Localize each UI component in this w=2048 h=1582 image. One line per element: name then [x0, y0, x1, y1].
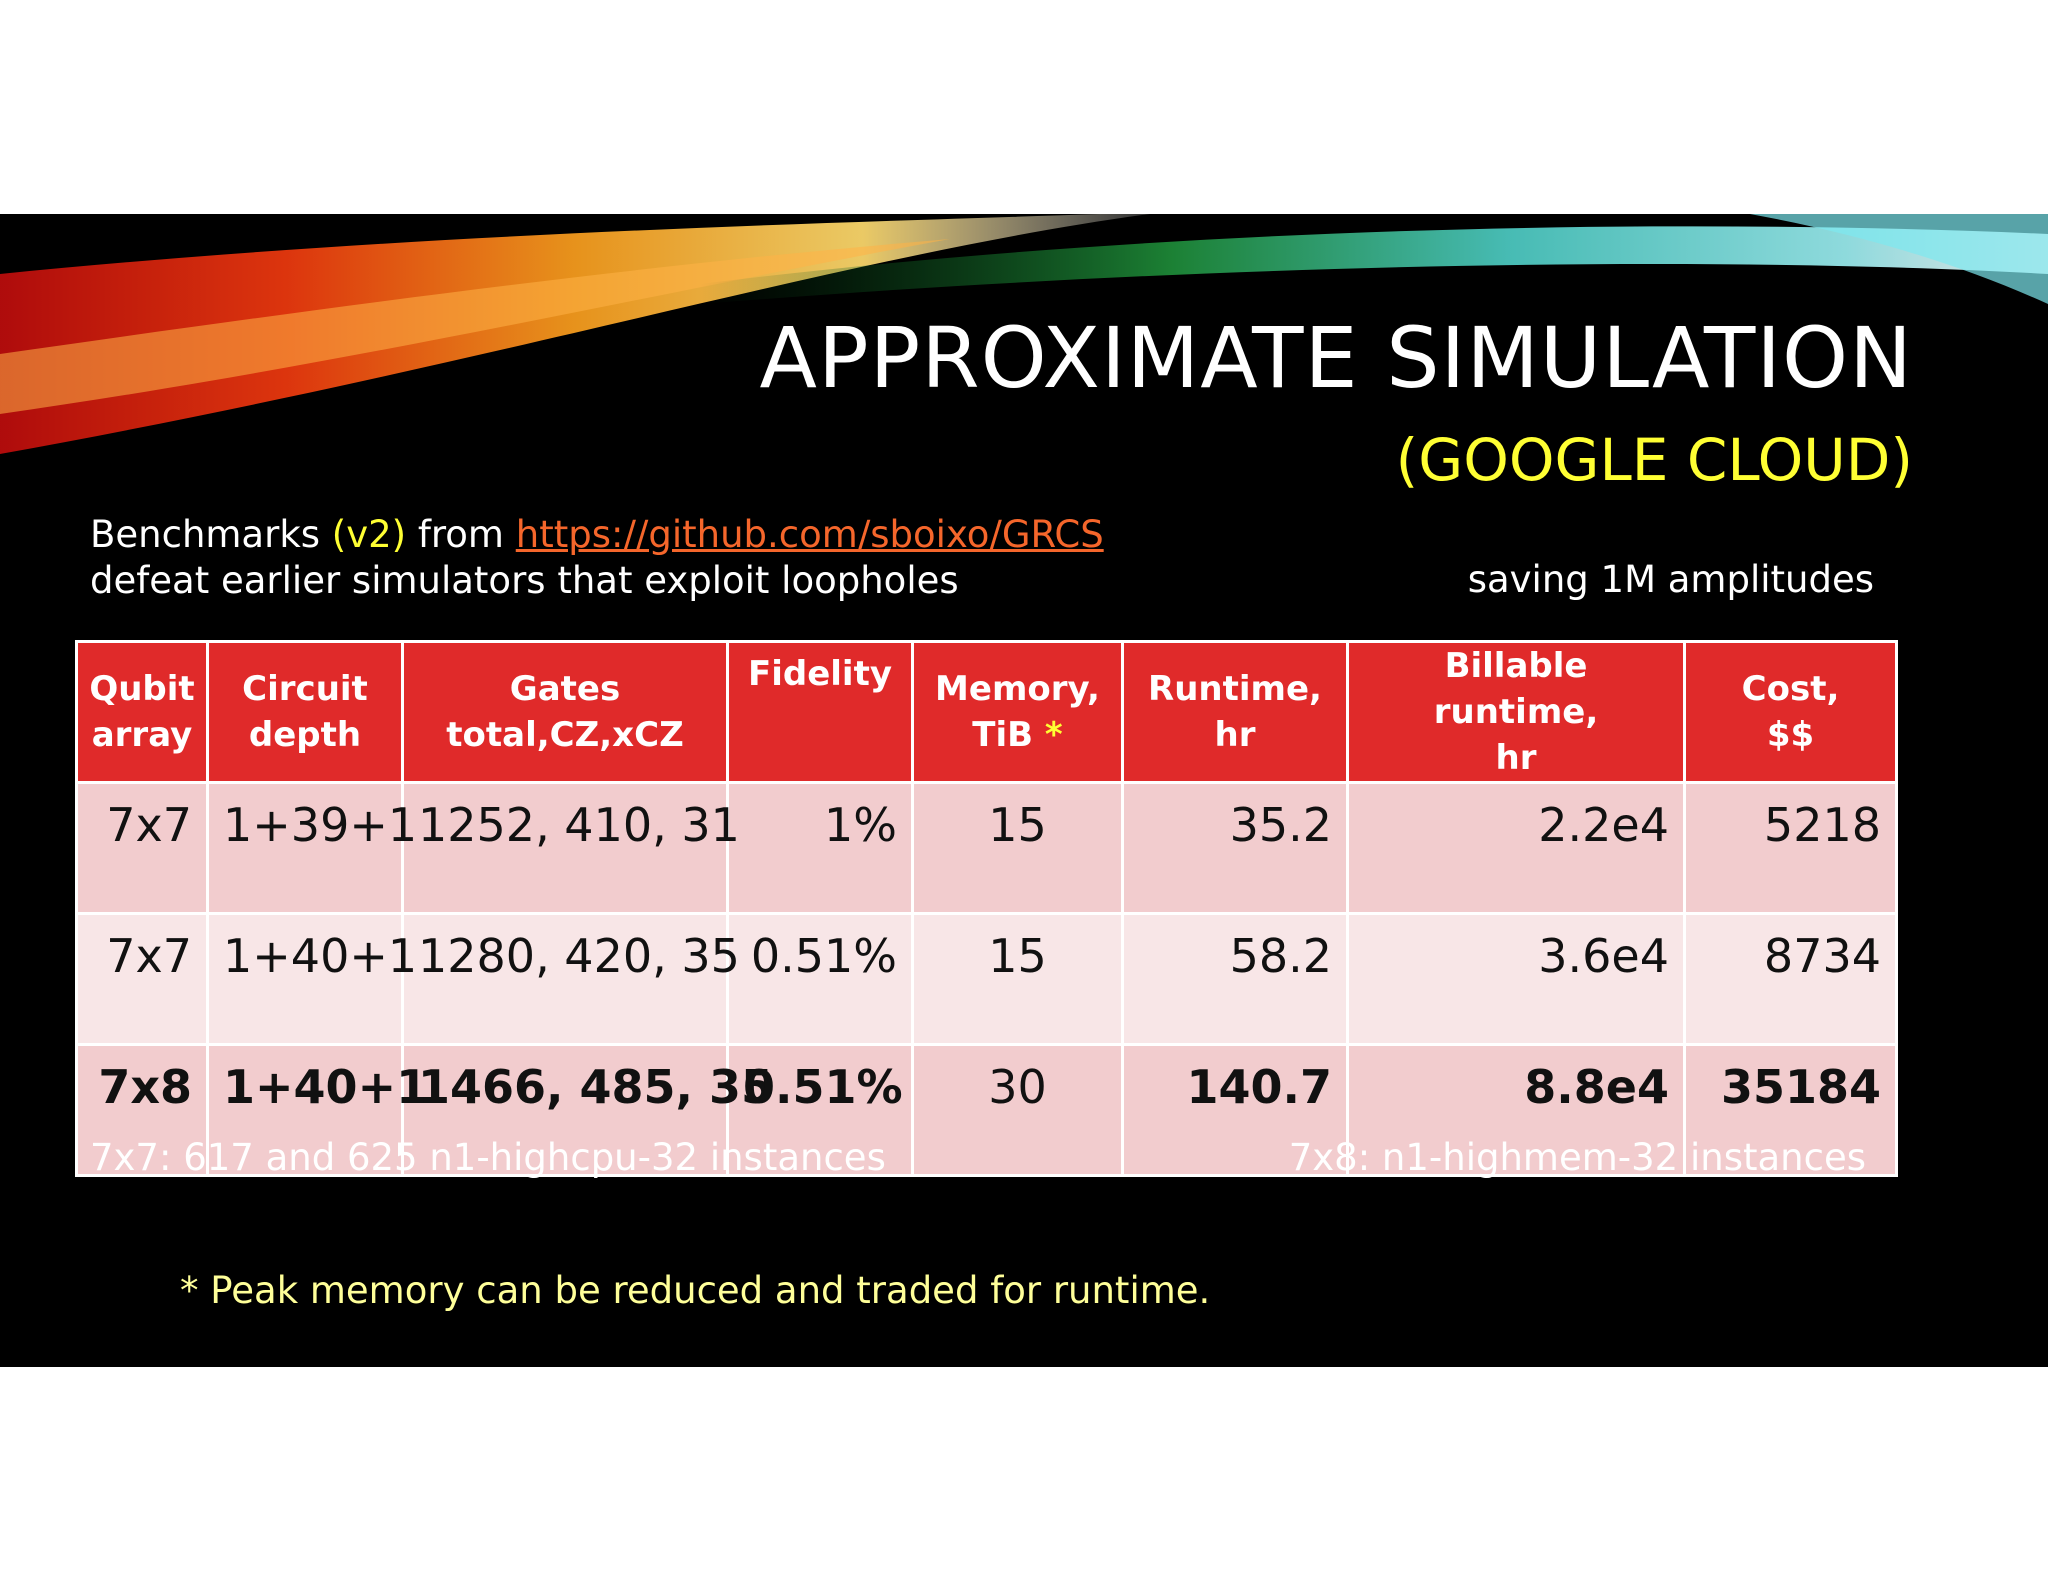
slide-title: APPROXIMATE SIMULATION [759, 309, 1913, 407]
header-cost: Cost, $$ [1683, 640, 1898, 784]
cell-memory: 15 [911, 781, 1124, 915]
memory-footnote-marker: * [1044, 715, 1063, 755]
cell-gates: 1252, 410, 31 [401, 781, 740, 915]
header-gates: Gates total,CZ,xCZ [401, 640, 729, 784]
slide: APPROXIMATE SIMULATION (GOOGLE CLOUD) Be… [0, 214, 2048, 1367]
header-billable-runtime: Billable runtime, hr [1346, 640, 1686, 784]
cell-qubit-array: 7x7 [75, 912, 209, 1046]
swoosh-warm-band [0, 214, 1150, 454]
cell-cost: 5218 [1683, 781, 1898, 915]
instances-note-7x7: 7x7: 617 and 625 n1-highcpu-32 instances [90, 1136, 886, 1179]
cell-cost: 8734 [1683, 912, 1898, 1046]
benchmark-table: Qubit array Circuit depth Gates total,CZ,xC… [75, 640, 1898, 1177]
cell-memory: 30 [911, 1043, 1124, 1177]
github-link[interactable]: https://github.com/sboixo/GRCS [515, 513, 1104, 556]
swoosh-cool-band [700, 226, 2048, 304]
cell-gates: 1280, 420, 35 [401, 912, 740, 1046]
header-memory: Memory, TiB * [911, 640, 1124, 784]
table-row: 7x8 1+40+1 1466, 485, 35 0.51% 30 140.7 … [75, 1043, 1898, 1177]
saving-note: saving 1M amplitudes [1467, 558, 1874, 601]
intro-prefix: Benchmarks [90, 513, 332, 556]
cell-runtime: 35.2 [1121, 781, 1349, 915]
cell-billable-runtime: 8.8e4 [1346, 1043, 1686, 1177]
cell-gates: 1466, 485, 35 [401, 1043, 773, 1177]
memory-footnote: * Peak memory can be reduced and traded … [180, 1269, 1211, 1312]
intro-line-2: defeat earlier simulators that exploit l… [90, 559, 959, 602]
cell-billable-runtime: 3.6e4 [1346, 912, 1686, 1046]
slide-subtitle: (GOOGLE CLOUD) [1395, 426, 1913, 494]
cell-fidelity: 0.51% [726, 1043, 914, 1177]
header-circuit-depth: Circuit depth [206, 640, 404, 784]
cell-qubit-array: 7x8 [75, 1043, 209, 1177]
header-qubit-array: Qubit array [75, 640, 209, 784]
table-row: 7x7 1+39+1 1252, 410, 31 1% 15 35.2 2.2e… [75, 781, 1898, 915]
cell-runtime: 140.7 [1121, 1043, 1349, 1177]
cell-billable-runtime: 2.2e4 [1346, 781, 1686, 915]
cell-fidelity: 1% [726, 781, 914, 915]
intro-line-1: Benchmarks (v2) from https://github.com/… [90, 512, 1104, 558]
intro-text: Benchmarks (v2) from https://github.com/… [90, 512, 1104, 604]
decorative-swoosh-graphic [0, 214, 2048, 454]
header-fidelity: Fidelity [726, 640, 914, 784]
cell-circuit-depth: 1+39+1 [206, 781, 417, 915]
swoosh-cool-tail [1750, 214, 2048, 304]
cell-qubit-array: 7x7 [75, 781, 209, 915]
header-runtime: Runtime, hr [1121, 640, 1349, 784]
cell-runtime: 58.2 [1121, 912, 1349, 1046]
table-row: 7x7 1+40+1 1280, 420, 35 0.51% 15 58.2 3… [75, 912, 1898, 1046]
cell-circuit-depth: 1+40+1 [206, 912, 417, 1046]
intro-mid: from [406, 513, 516, 556]
cell-memory: 15 [911, 912, 1124, 1046]
cell-cost: 35184 [1683, 1043, 1898, 1177]
cell-circuit-depth: 1+40+1 [206, 1043, 428, 1177]
version-tag: (v2) [331, 513, 407, 556]
table-header-row: Qubit array Circuit depth Gates total,CZ,xC… [75, 640, 1898, 784]
cell-fidelity: 0.51% [726, 912, 914, 1046]
instances-note-7x8: 7x8: n1-highmem-32 instances [1288, 1136, 1866, 1179]
